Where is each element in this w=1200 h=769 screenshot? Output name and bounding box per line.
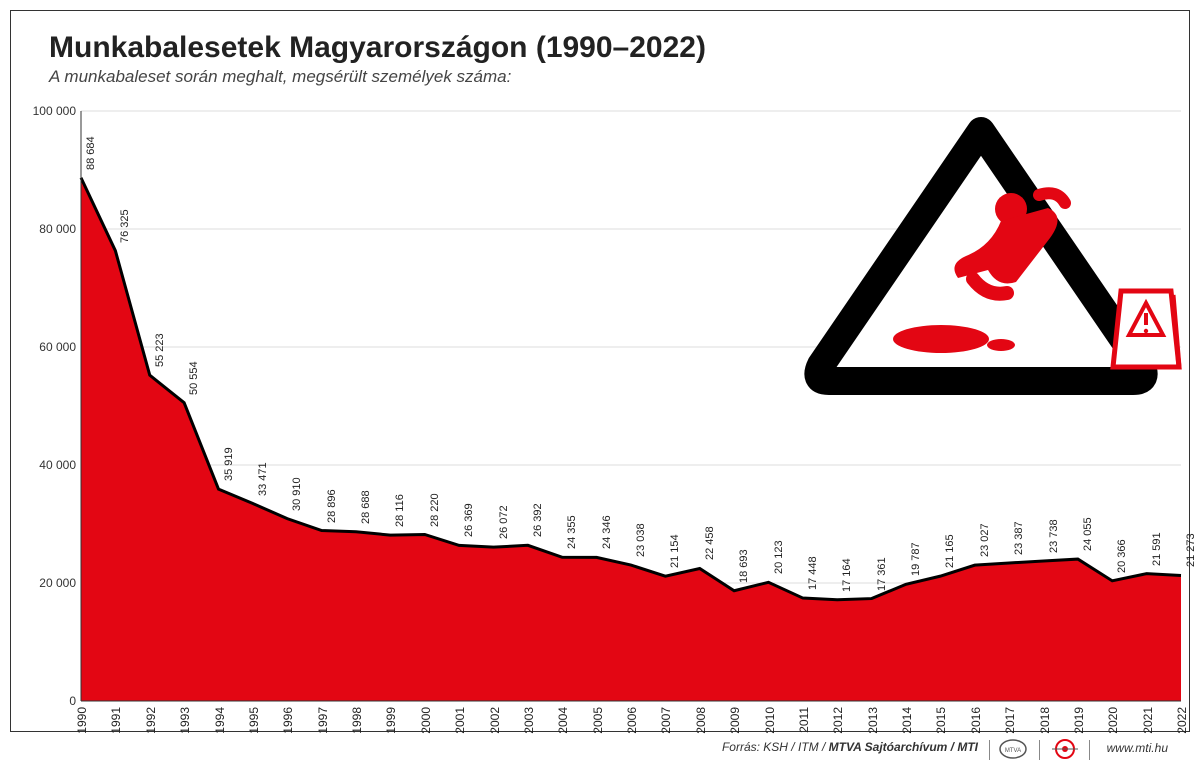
data-label: 76 325	[119, 209, 131, 243]
data-label: 24 355	[566, 516, 578, 550]
source-text: Forrás: KSH / ITM / MTVA Sajtóarchívum /…	[722, 740, 978, 754]
data-label: 26 369	[463, 504, 475, 538]
y-axis-tick: 80 000	[21, 222, 76, 236]
data-label: 26 392	[532, 504, 544, 538]
data-label: 18 693	[738, 549, 750, 583]
data-label: 17 164	[841, 558, 853, 592]
y-axis-tick: 20 000	[21, 576, 76, 590]
data-label: 23 387	[1013, 521, 1025, 555]
data-label: 26 072	[498, 506, 510, 540]
data-label: 22 458	[704, 527, 716, 561]
data-label: 19 787	[910, 543, 922, 577]
data-label: 21 154	[669, 535, 681, 569]
data-label: 21 273	[1185, 534, 1197, 568]
data-label: 20 366	[1116, 539, 1128, 573]
data-label: 35 919	[223, 447, 235, 481]
warning-sign-icon	[818, 131, 1179, 387]
svg-text:MTVA: MTVA	[1005, 748, 1021, 754]
data-label: 23 027	[979, 523, 991, 557]
data-label: 33 471	[257, 462, 269, 496]
data-label: 21 165	[944, 534, 956, 568]
data-label: 23 038	[635, 523, 647, 557]
data-label: 24 055	[1082, 517, 1094, 551]
mti-logo-icon	[1050, 738, 1080, 765]
y-axis-tick: 100 000	[21, 104, 76, 118]
chart-plot: 020 00040 00060 00080 000100 000199088 6…	[81, 111, 1181, 701]
data-label: 55 223	[154, 334, 166, 368]
data-label: 28 116	[394, 494, 406, 527]
data-label: 23 738	[1048, 519, 1060, 553]
mtva-logo-icon: MTVA	[998, 738, 1028, 765]
footer-divider	[1039, 740, 1040, 760]
data-label: 17 448	[807, 556, 819, 590]
data-label: 28 896	[326, 489, 338, 523]
data-label: 17 361	[876, 557, 888, 591]
source-bold: MTVA Sajtóarchívum / MTI	[829, 740, 978, 754]
data-label: 20 123	[773, 541, 785, 575]
site-url: www.mti.hu	[1107, 741, 1168, 755]
data-label: 24 346	[601, 516, 613, 550]
y-axis-tick: 40 000	[21, 458, 76, 472]
footer-divider	[1089, 740, 1090, 760]
data-label: 28 688	[360, 490, 372, 524]
data-label: 21 591	[1151, 532, 1163, 566]
footer: Forrás: KSH / ITM / MTVA Sajtóarchívum /…	[10, 736, 1188, 766]
y-axis-tick: 60 000	[21, 340, 76, 354]
chart-title: Munkabalesetek Magyarországon (1990–2022…	[49, 31, 706, 65]
y-axis-tick: 0	[21, 694, 76, 708]
source-prefix: Forrás: KSH / ITM /	[722, 740, 829, 754]
chart-frame: Munkabalesetek Magyarországon (1990–2022…	[10, 10, 1190, 732]
chart-subtitle: A munkabaleset során meghalt, megsérült …	[49, 67, 511, 87]
data-label: 30 910	[291, 477, 303, 511]
footer-divider	[989, 740, 990, 760]
data-label: 50 554	[188, 361, 200, 395]
data-label: 88 684	[85, 136, 97, 170]
data-label: 28 220	[429, 493, 441, 527]
